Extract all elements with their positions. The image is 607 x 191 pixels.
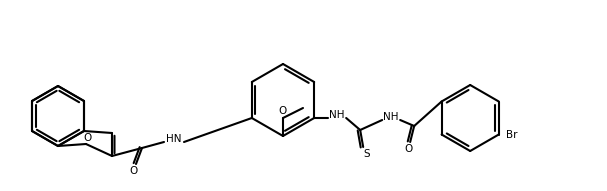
Text: HN: HN	[166, 134, 181, 144]
Text: O: O	[83, 133, 91, 143]
Text: NH: NH	[330, 110, 345, 120]
Text: O: O	[404, 144, 412, 154]
Text: NH: NH	[384, 112, 399, 122]
Text: O: O	[279, 106, 287, 116]
Text: Br: Br	[506, 129, 518, 139]
Text: O: O	[129, 166, 137, 176]
Text: S: S	[364, 149, 370, 159]
